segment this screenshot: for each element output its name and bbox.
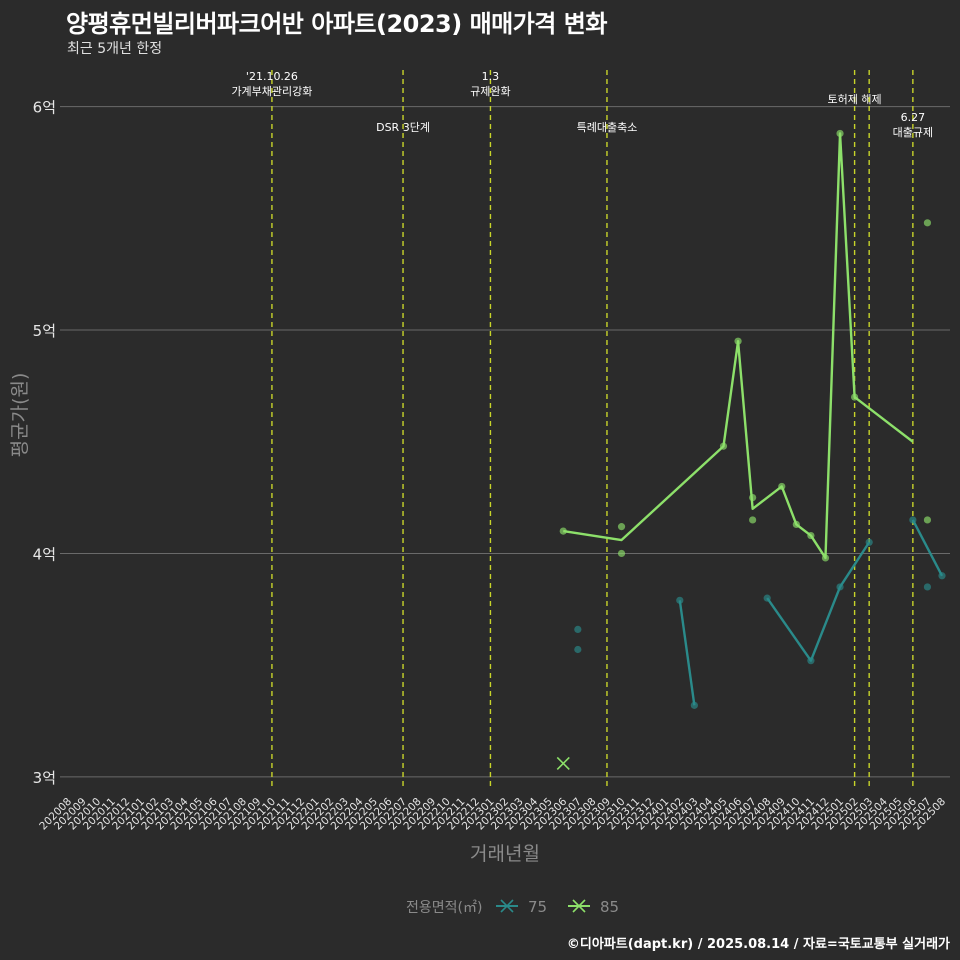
y-tick-label: 4억 <box>33 545 56 563</box>
series-75-point <box>676 596 684 604</box>
series-85-point <box>749 494 757 502</box>
series-75-point <box>938 572 946 580</box>
series-85-cross-mark <box>556 756 570 770</box>
event-label: 대출규제 <box>893 126 933 139</box>
event-label: 6.27 <box>901 111 926 124</box>
series-75-point <box>574 645 582 654</box>
chart-title: 양평휴먼빌리버파크어반 아파트(2023) 매매가격 변화 <box>66 10 607 38</box>
legend-key-75 <box>500 899 514 913</box>
series-85-line <box>563 132 914 560</box>
series-85-point <box>807 531 815 540</box>
event-label: 토허제 해제 <box>828 92 882 106</box>
series-75-point <box>763 594 771 602</box>
series-85-point <box>851 393 859 401</box>
event-label: 1.3 <box>482 70 500 83</box>
series-75-point <box>836 583 844 591</box>
source-caption: ©디아파트(dapt.kr) / 2025.08.14 / 자료=국토교통부 실… <box>566 937 950 952</box>
legend-key-85 <box>572 899 586 913</box>
series-75-line <box>766 541 871 662</box>
event-label: '21.10.26 <box>246 70 298 83</box>
series-85-point <box>749 516 757 524</box>
series-75-line <box>678 600 696 706</box>
series-75-point <box>909 516 917 524</box>
series-75-point <box>865 538 873 546</box>
series-75-point <box>807 657 815 665</box>
series-75-point <box>574 625 582 633</box>
event-label: DSR 3단계 <box>376 121 430 134</box>
y-tick-label: 5억 <box>33 322 56 340</box>
series-85-point <box>821 554 830 562</box>
series-85-point <box>734 337 742 345</box>
series-85-point <box>923 516 932 524</box>
y-tick-label: 6억 <box>33 99 56 117</box>
x-axis-title: 거래년월 <box>470 843 540 865</box>
event-label: 규제완화 <box>470 85 510 98</box>
legend-label-75: 75 <box>528 898 547 916</box>
legend-title: 전용면적(㎡) <box>406 900 482 916</box>
series-75-line <box>911 519 944 577</box>
series-85-point <box>617 523 626 531</box>
legend-label-85: 85 <box>600 898 619 916</box>
event-label: 특례대출축소 <box>577 121 638 134</box>
series-75-point <box>923 583 932 591</box>
series-85-point <box>719 442 728 450</box>
series-75-point <box>690 701 698 709</box>
series-85-point <box>792 520 800 529</box>
series-85-point <box>617 549 626 558</box>
y-tick-label: 3억 <box>33 769 56 787</box>
series-85-point <box>778 482 786 491</box>
y-axis-title: 평균가(원) <box>9 373 31 458</box>
chart-subtitle: 최근 5개년 한정 <box>67 41 163 57</box>
series-85-point <box>923 219 932 227</box>
series-85-point <box>836 129 844 138</box>
series-85-point <box>559 527 567 535</box>
event-label: 가계부채관리강화 <box>231 85 312 98</box>
